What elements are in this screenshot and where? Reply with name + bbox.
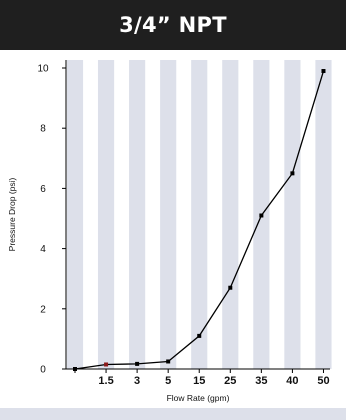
axes: [62, 60, 330, 373]
x-tick-label: 40: [286, 375, 298, 387]
y-tick-label: 4: [40, 244, 46, 255]
grid-stripe: [97, 60, 115, 369]
bottom-band: [0, 408, 346, 420]
y-tick-label: 0: [40, 365, 46, 376]
grid-stripe: [284, 60, 301, 369]
x-tick-label: 35: [255, 375, 267, 387]
x-tick-label: 1.5: [98, 375, 113, 387]
y-tick-labels: 0 2 4 6 8 10: [37, 64, 49, 376]
x-axis-label: Flow Rate (gpm): [167, 393, 230, 403]
grid-stripe: [191, 60, 208, 369]
grid-stripe: [129, 60, 146, 369]
y-tick-label: 6: [40, 184, 46, 195]
y-tick-label: 8: [40, 124, 46, 135]
data-point: [166, 359, 171, 364]
chart-title: 3/4” NPT: [0, 0, 346, 50]
y-axis-label: Pressure Drop (psi): [7, 177, 17, 251]
data-point: [321, 69, 326, 74]
y-tick-label: 10: [37, 64, 49, 75]
data-point: [135, 361, 140, 366]
x-tick-label: 50: [317, 375, 329, 387]
data-point: [104, 362, 109, 367]
data-point: [290, 171, 295, 176]
grid-stripe: [66, 60, 84, 369]
y-tick-label: 2: [40, 304, 46, 315]
background-stripes: [66, 60, 332, 369]
x-tick-labels: 1.5 3 5 15 25 35 40 50: [98, 375, 329, 387]
x-tick-label: 15: [193, 375, 205, 387]
grid-stripe: [160, 60, 177, 369]
data-point: [73, 367, 77, 371]
x-tick-label: 25: [224, 375, 236, 387]
data-point: [228, 285, 233, 290]
series-line-group: [73, 69, 326, 371]
grid-stripe: [315, 60, 332, 369]
data-point: [197, 333, 202, 338]
x-tick-label: 3: [134, 375, 140, 387]
data-point: [259, 213, 264, 218]
x-tick-label: 5: [165, 375, 171, 387]
grid-stripe: [222, 60, 239, 369]
